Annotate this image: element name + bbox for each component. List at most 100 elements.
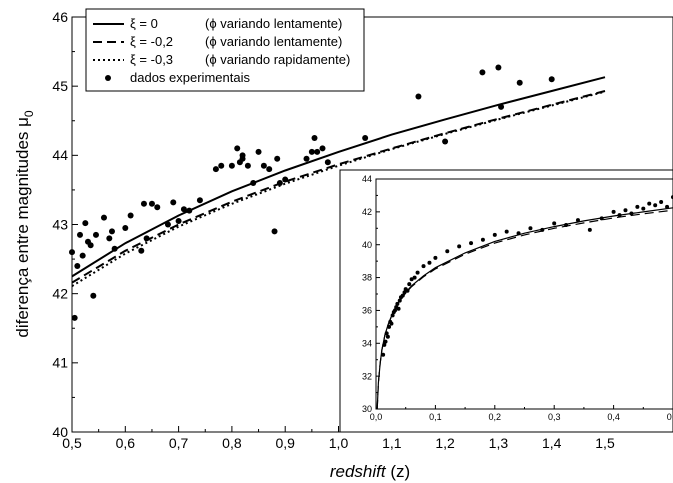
main-axis-ticks: 0,5 0,6 0,7 0,8 0,9 1,0 1,1 1,2 1,3 1,4 1,5 40 41 42 4…: [52, 9, 615, 451]
data-point: [76, 231, 83, 238]
legend-symbol: ξ = -0,3: [130, 52, 173, 67]
data-point: [314, 148, 321, 155]
y-tick-label: 36: [362, 306, 372, 316]
x-tick-label: 1,5: [595, 435, 615, 451]
data-point: [442, 138, 449, 145]
data-point: [82, 220, 89, 227]
data-point: [186, 207, 193, 214]
x-tick-label: 1,3: [489, 435, 509, 451]
data-point: [266, 166, 273, 173]
data-point: [239, 155, 246, 162]
data-point: [659, 200, 664, 204]
series-dashed: [71, 90, 606, 284]
data-point: [311, 135, 318, 142]
data-point: [409, 277, 414, 282]
data-point: [108, 228, 115, 235]
y-tick-label: 45: [52, 78, 68, 94]
series-solid: [71, 76, 606, 278]
y-axis-label: diferença entre magnitudes μ0: [13, 110, 36, 338]
y-axis-label-subscript: 0: [22, 110, 36, 117]
data-point: [260, 162, 267, 169]
data-point: [74, 263, 81, 269]
data-point: [276, 180, 283, 186]
data-point: [427, 260, 432, 265]
data-point: [212, 166, 219, 173]
data-point: [599, 216, 604, 221]
data-point: [564, 223, 569, 227]
data-point: [641, 206, 646, 211]
data-point: [244, 162, 251, 169]
data-point: [170, 199, 177, 206]
data-point: [143, 235, 150, 242]
data-point: [415, 270, 420, 275]
data-point: [389, 321, 394, 326]
data-point: [405, 288, 410, 293]
data-point: [383, 339, 388, 344]
data-point: [303, 155, 310, 162]
legend-label: (ϕ variando rapidamente): [205, 52, 350, 67]
x-tick-label: 0,1: [429, 412, 442, 422]
y-axis-label-main: diferença entre magnitudes μ: [13, 117, 32, 338]
data-point: [122, 224, 129, 231]
y-tick-label: 32: [362, 371, 372, 381]
legend-item: ξ = -0,2 (ϕ variando lentamente): [93, 34, 342, 49]
legend: ξ = 0 (ϕ variando lentamente) ξ = -0,2 (ϕ v…: [85, 8, 365, 92]
data-point: [90, 292, 97, 299]
data-point: [395, 301, 400, 306]
data-point: [196, 197, 203, 204]
x-tick-label: 0,6: [116, 435, 136, 451]
x-axis-label: redshift (z): [330, 462, 410, 481]
series-marker: [381, 195, 673, 357]
data-point: [250, 180, 257, 186]
main-chart: 0,5 0,6 0,7 0,8 0,9 1,0 1,1 1,2 1,3 1,4 1,5 40 41 42 4…: [13, 9, 673, 481]
data-point: [575, 218, 580, 223]
data-point: [635, 204, 640, 209]
legend-label: (ϕ variando lentamente): [205, 16, 342, 31]
legend-box: [85, 8, 365, 92]
y-tick-label: 30: [362, 404, 372, 414]
data-point: [69, 249, 75, 256]
data-point: [282, 176, 289, 183]
y-tick-label: 44: [362, 174, 372, 184]
data-point: [623, 208, 628, 213]
data-point: [319, 145, 326, 152]
y-tick-label: 34: [362, 338, 372, 348]
y-tick-label: 40: [52, 424, 68, 440]
data-point: [271, 228, 278, 235]
data-point: [516, 231, 521, 236]
data-point: [234, 145, 241, 152]
x-tick-label: 0,4: [607, 412, 620, 422]
y-tick-label: 40: [362, 240, 372, 250]
data-point: [164, 221, 171, 228]
data-point: [71, 314, 78, 321]
data-point: [445, 249, 450, 254]
x-tick-label: 1,4: [542, 435, 562, 451]
data-point: [665, 204, 670, 209]
data-point: [100, 214, 107, 221]
data-point: [127, 212, 134, 219]
y-tick-label: 42: [52, 286, 68, 302]
main-series: [69, 64, 606, 321]
data-point: [400, 293, 405, 298]
legend-label: dados experimentais: [130, 70, 250, 85]
data-point: [92, 231, 99, 238]
legend-item: dados experimentais: [105, 70, 250, 85]
data-point: [148, 200, 155, 207]
series-line: [71, 76, 606, 278]
x-tick-label: 0,5: [667, 412, 673, 422]
data-point: [611, 209, 616, 214]
data-point: [407, 282, 412, 287]
x-tick-label: 0,7: [169, 435, 189, 451]
data-point: [180, 206, 187, 213]
legend-symbol: ξ = 0: [130, 16, 158, 31]
data-point: [138, 247, 145, 254]
legend-item: ξ = 0 (ϕ variando lentamente): [93, 16, 342, 31]
data-point: [397, 298, 402, 303]
x-tick-label: 0,3: [548, 412, 561, 422]
data-point: [479, 69, 486, 76]
x-axis-label-italic: redshift: [330, 462, 387, 481]
inset-axis-ticks: 0,0 0,1 0,2 0,3 0,4 0,5 30 32 34 36 38 40 42 44: [362, 174, 673, 422]
x-tick-label: 1,0: [329, 435, 349, 451]
data-point: [140, 200, 147, 207]
